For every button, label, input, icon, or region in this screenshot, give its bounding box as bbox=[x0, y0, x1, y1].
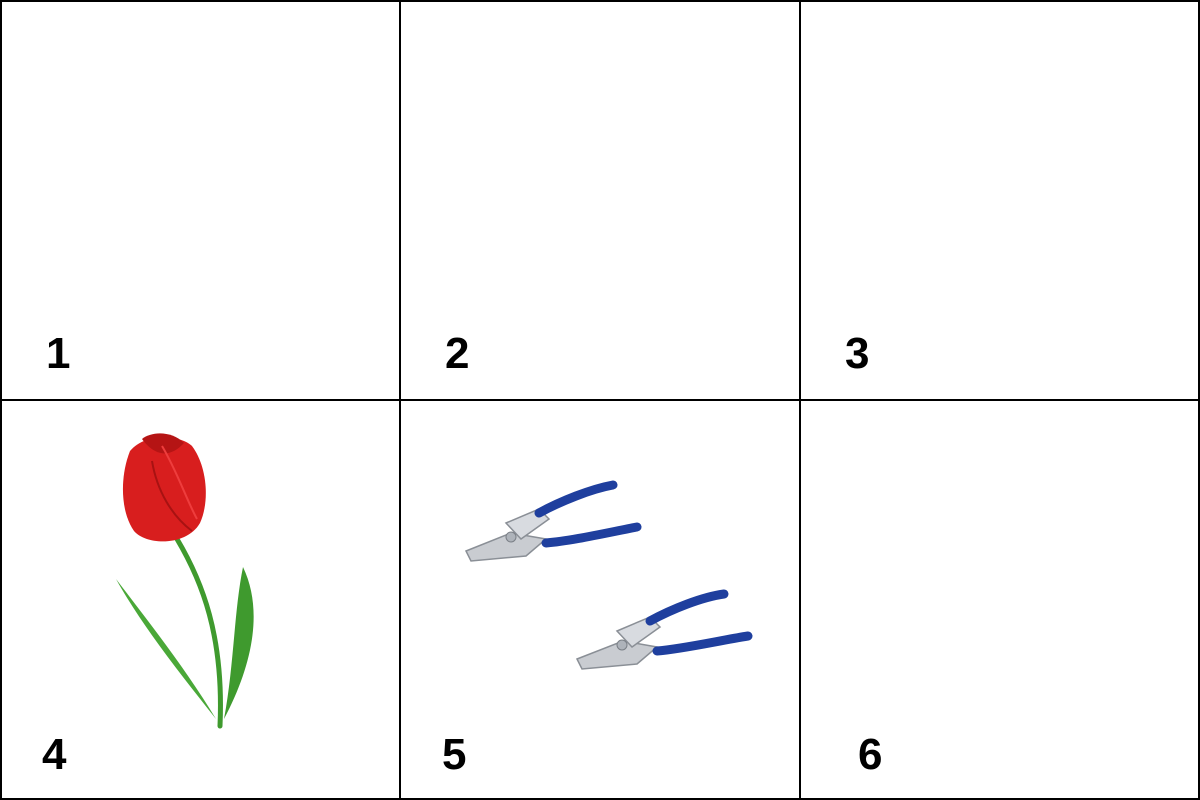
panel-6: 6 bbox=[799, 399, 1200, 800]
panel-2: 2 bbox=[399, 0, 801, 401]
panel-number: 3 bbox=[845, 329, 870, 378]
panel-1: 1 bbox=[0, 0, 401, 401]
panel-4: 4 bbox=[0, 399, 401, 800]
tulip-icon bbox=[116, 433, 254, 729]
panel-number: 5 bbox=[442, 730, 467, 779]
panel-5: 5 bbox=[399, 399, 801, 800]
panel-number: 1 bbox=[46, 329, 71, 378]
panel-number: 6 bbox=[858, 730, 883, 779]
pliers-icon bbox=[464, 480, 753, 670]
panel-number: 4 bbox=[42, 730, 67, 779]
panel-3: 3 bbox=[799, 0, 1200, 401]
panel-number: 2 bbox=[445, 329, 470, 378]
